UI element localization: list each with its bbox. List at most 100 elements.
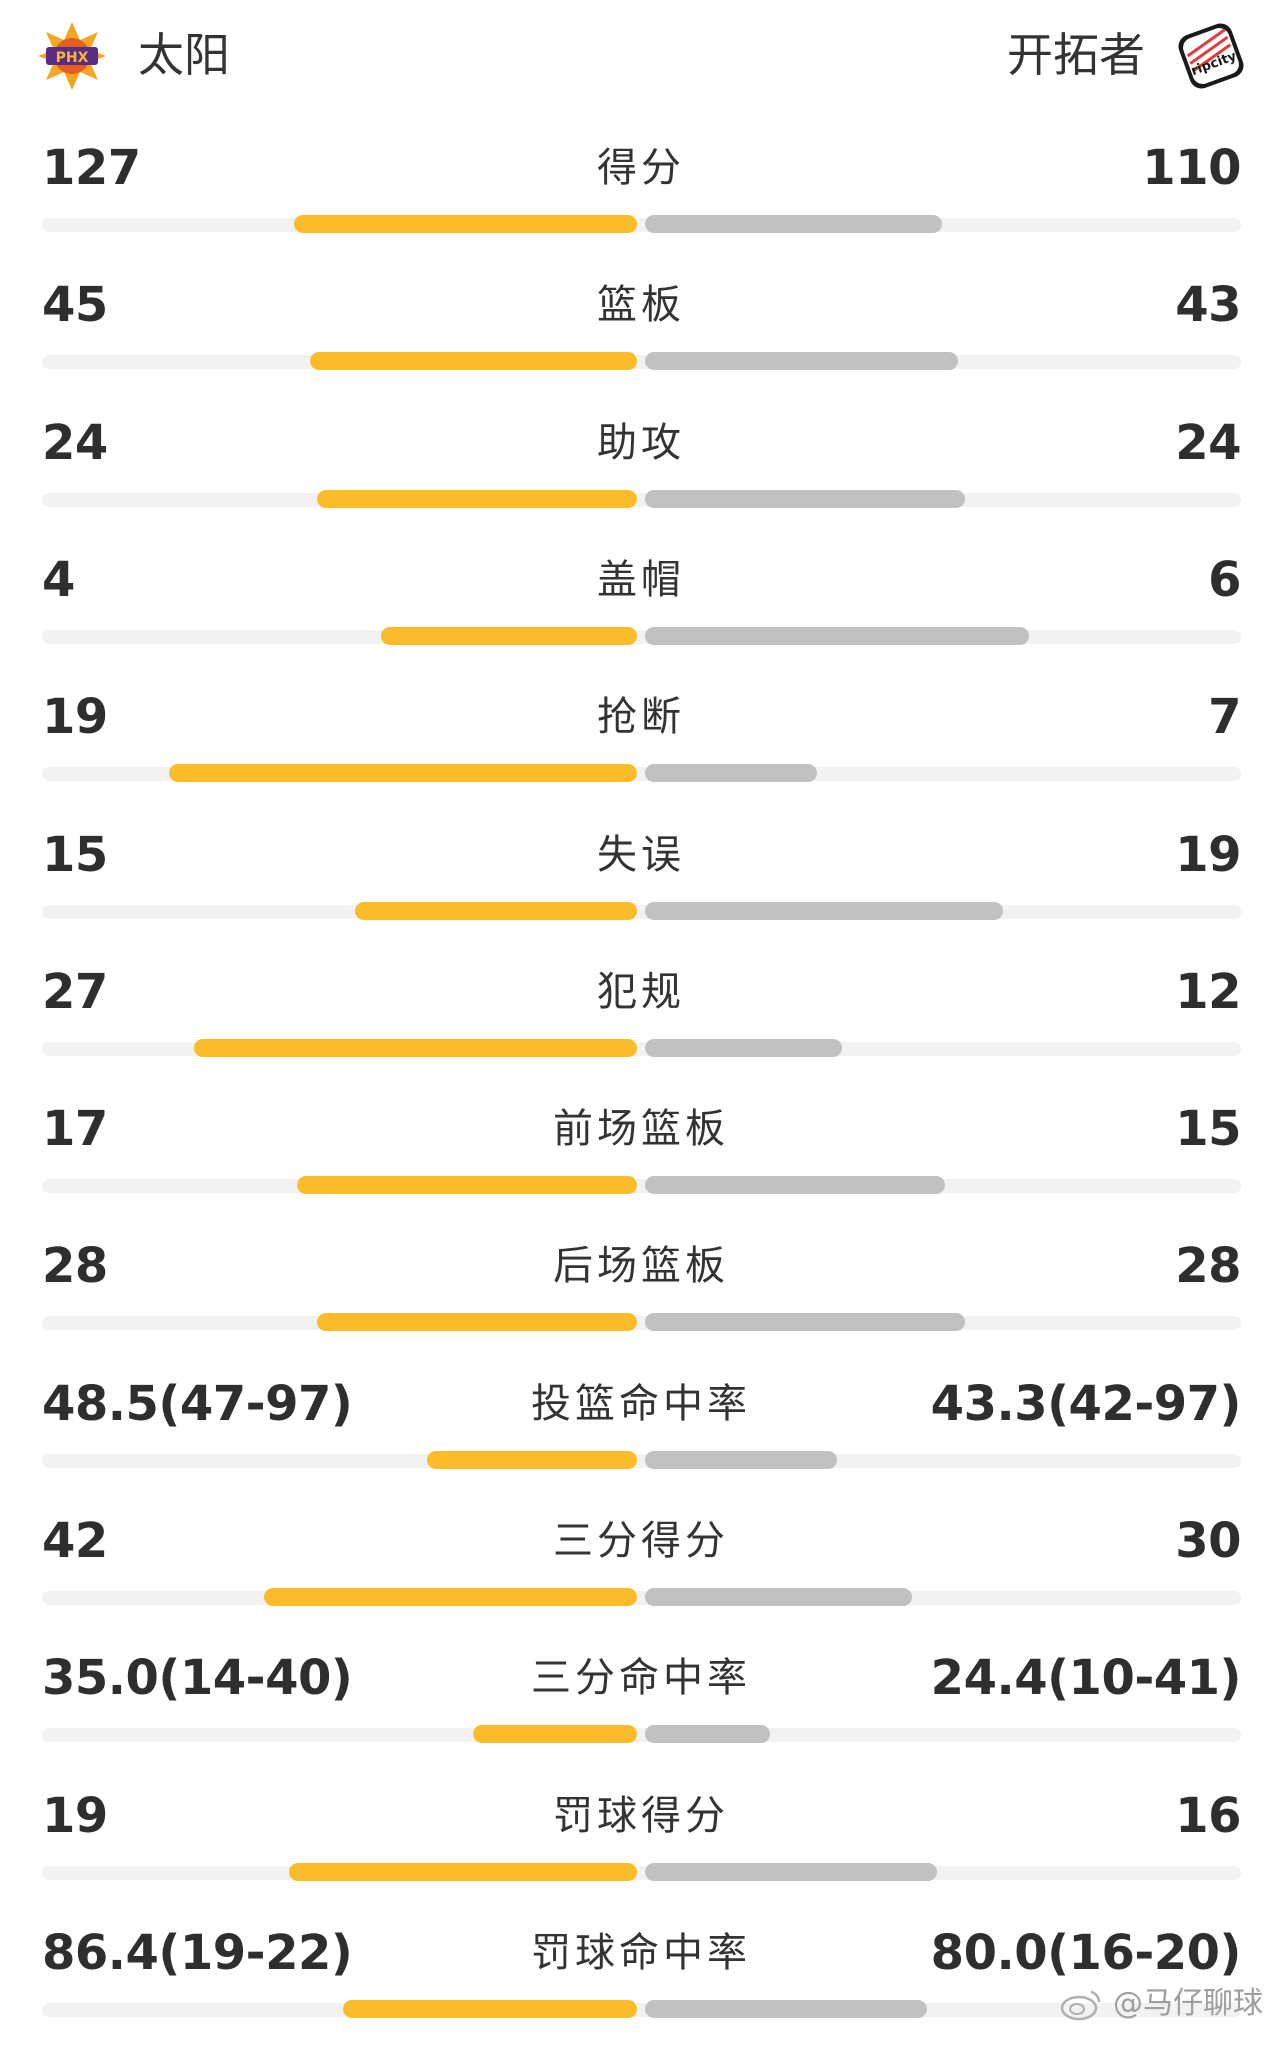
away-bar — [645, 902, 1003, 920]
stat-row: 48.5(47-97) 投篮命中率 43.3(42-97) — [0, 1374, 1283, 1511]
stat-label: 前场篮板 — [553, 1106, 729, 1152]
away-bar — [645, 1451, 837, 1469]
home-value: 19 — [42, 689, 108, 745]
away-bar — [645, 490, 965, 508]
away-value: 110 — [1142, 140, 1241, 196]
stat-row: 15 失误 19 — [0, 825, 1283, 962]
away-value: 19 — [1175, 827, 1241, 883]
home-team-name: 太阳 — [138, 28, 230, 82]
home-value: 35.0(14-40) — [42, 1650, 353, 1706]
away-value: 30 — [1175, 1513, 1241, 1569]
home-bar — [343, 2000, 637, 2018]
stat-row: 4 盖帽 6 — [0, 550, 1283, 687]
stat-label: 盖帽 — [597, 557, 685, 603]
away-bar — [645, 1176, 945, 1194]
home-bar — [473, 1725, 637, 1743]
stat-label: 助攻 — [597, 420, 685, 466]
home-bar — [194, 1039, 637, 1057]
away-bar — [645, 215, 942, 233]
home-value: 4 — [42, 552, 75, 608]
away-bar — [645, 1039, 842, 1057]
home-bar — [169, 764, 637, 782]
away-team-name: 开拓者 — [1007, 28, 1145, 82]
bar-track — [42, 1179, 1241, 1193]
stat-row: 35.0(14-40) 三分命中率 24.4(10-41) — [0, 1648, 1283, 1785]
away-bar — [645, 764, 817, 782]
bar-track — [42, 218, 1241, 232]
home-value: 127 — [42, 140, 141, 196]
home-bar — [427, 1451, 637, 1469]
away-value: 43 — [1175, 277, 1241, 333]
home-bar — [310, 352, 637, 370]
away-bar — [645, 1863, 937, 1881]
home-bar — [289, 1863, 637, 1881]
away-bar — [645, 1588, 912, 1606]
stat-row: 86.4(19-22) 罚球命中率 80.0(16-20) — [0, 1923, 1283, 2060]
away-bar — [645, 1725, 770, 1743]
home-value: 28 — [42, 1238, 108, 1294]
home-bar — [381, 627, 637, 645]
away-value: 24.4(10-41) — [930, 1650, 1242, 1706]
home-bar — [264, 1588, 637, 1606]
home-bar — [317, 1313, 637, 1331]
stat-label: 三分命中率 — [531, 1655, 751, 1701]
weibo-icon — [1061, 1990, 1101, 2020]
home-value: 17 — [42, 1101, 108, 1157]
away-value: 80.0(16-20) — [930, 1925, 1242, 1981]
stat-row: 24 助攻 24 — [0, 413, 1283, 550]
bar-track — [42, 1454, 1241, 1468]
stat-row: 17 前场篮板 15 — [0, 1099, 1283, 1236]
bar-track — [42, 1728, 1241, 1742]
home-value: 24 — [42, 415, 108, 471]
bar-track — [42, 905, 1241, 919]
home-bar — [294, 215, 637, 233]
home-bar — [317, 490, 637, 508]
away-value: 24 — [1175, 415, 1241, 471]
stat-label: 投篮命中率 — [531, 1381, 751, 1427]
stat-row: 19 抢断 7 — [0, 687, 1283, 824]
blazers-logo-icon: ripcity — [1178, 23, 1244, 89]
home-value: 45 — [42, 277, 108, 333]
bar-track — [42, 2003, 1241, 2017]
away-value: 15 — [1175, 1101, 1241, 1157]
away-value: 7 — [1208, 689, 1241, 745]
away-value: 28 — [1175, 1238, 1241, 1294]
home-value: 15 — [42, 827, 108, 883]
bar-track — [42, 493, 1241, 507]
away-bar — [645, 627, 1029, 645]
stat-label: 篮板 — [597, 282, 685, 328]
bar-track — [42, 1866, 1241, 1880]
home-value: 27 — [42, 964, 108, 1020]
away-value: 6 — [1208, 552, 1241, 608]
away-value: 43.3(42-97) — [930, 1376, 1242, 1432]
bar-track — [42, 355, 1241, 369]
home-bar — [297, 1176, 637, 1194]
stat-label: 罚球得分 — [553, 1793, 729, 1839]
bar-track — [42, 1316, 1241, 1330]
stat-row: 19 罚球得分 16 — [0, 1786, 1283, 1923]
team-header: PHX 太阳 开拓者 ripcity — [0, 0, 1283, 110]
home-value: 86.4(19-22) — [42, 1925, 353, 1981]
away-bar — [645, 1313, 965, 1331]
stat-row: 42 三分得分 30 — [0, 1511, 1283, 1648]
stat-label: 得分 — [597, 145, 685, 191]
stat-label: 犯规 — [597, 969, 685, 1015]
watermark: @马仔聊球 — [1059, 1984, 1263, 2024]
stat-label: 罚球命中率 — [531, 1930, 751, 1976]
stat-row: 45 篮板 43 — [0, 275, 1283, 412]
away-bar — [645, 2000, 927, 2018]
suns-logo-icon: PHX — [38, 22, 106, 90]
away-bar — [645, 352, 958, 370]
watermark-text: @马仔聊球 — [1113, 1986, 1263, 2021]
svg-text:PHX: PHX — [56, 50, 89, 66]
stat-row: 27 犯规 12 — [0, 962, 1283, 1099]
home-bar — [355, 902, 637, 920]
home-value: 19 — [42, 1788, 108, 1844]
bar-track — [42, 630, 1241, 644]
stat-row: 127 得分 110 — [0, 138, 1283, 275]
stat-row: 28 后场篮板 28 — [0, 1236, 1283, 1373]
stat-label: 失误 — [597, 832, 685, 878]
home-value: 48.5(47-97) — [42, 1376, 353, 1432]
home-value: 42 — [42, 1513, 108, 1569]
away-value: 16 — [1175, 1788, 1241, 1844]
